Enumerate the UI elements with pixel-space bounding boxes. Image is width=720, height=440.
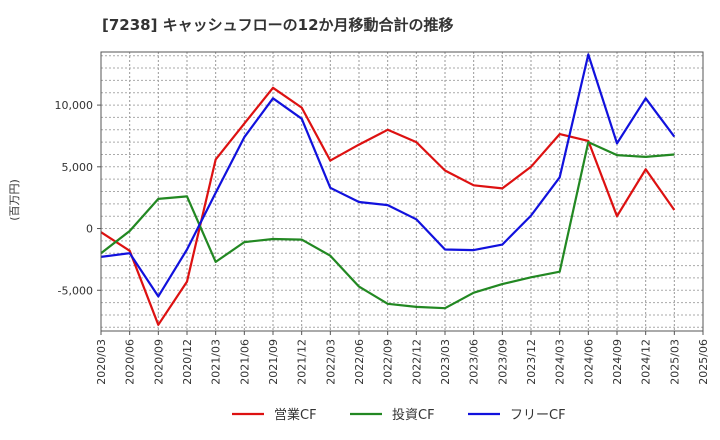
series-line	[100, 53, 676, 298]
series-line	[100, 141, 675, 310]
legend-label: 投資CF	[392, 407, 435, 423]
x-tick-label: 2025/06	[697, 339, 710, 385]
x-tick-label: 2022/03	[324, 339, 337, 385]
series-line	[100, 86, 676, 326]
x-tick-label: 2024/03	[554, 339, 567, 385]
y-tick-label: 10,000	[55, 99, 94, 112]
x-tick-label: 2023/12	[525, 339, 538, 385]
x-tick-label: 2021/06	[238, 339, 251, 385]
y-axis-ticks: 10,000 5,000 0 -5,000	[55, 99, 101, 297]
x-tick-label: 2022/09	[382, 339, 395, 385]
x-tick-label: 2023/03	[439, 339, 452, 385]
x-tick-label: 2024/06	[582, 339, 595, 385]
x-tick-label: 2020/06	[124, 339, 137, 385]
chart-title: [7238] キャッシュフローの12か月移動合計の推移	[102, 16, 454, 34]
y-tick-label: 5,000	[62, 161, 94, 174]
x-tick-label: 2021/09	[267, 339, 280, 385]
x-tick-label: 2022/12	[410, 339, 423, 385]
legend: 営業CF 投資CF フリーCF	[232, 407, 566, 423]
x-tick-label: 2020/12	[181, 339, 194, 385]
x-tick-label: 2025/03	[668, 339, 681, 385]
x-tick-label: 2023/09	[496, 339, 509, 385]
legend-label: フリーCF	[510, 408, 566, 423]
grid-lines	[100, 52, 704, 331]
y-axis-label: (百万円)	[8, 179, 21, 221]
x-tick-label: 2021/12	[296, 339, 309, 385]
plot-frame	[100, 51, 704, 332]
series-lines	[100, 53, 676, 326]
x-tick-label: 2020/09	[152, 339, 165, 385]
x-tick-label: 2024/09	[611, 339, 624, 385]
x-tick-label: 2023/06	[468, 339, 481, 385]
legend-label: 営業CF	[274, 407, 317, 423]
x-axis-ticks: 2020/03 2020/06 2020/09 2020/12 2021/03 2021/…	[95, 331, 710, 385]
x-tick-label: 2024/12	[640, 339, 653, 385]
y-tick-label: -5,000	[58, 284, 93, 297]
x-tick-label: 2020/03	[95, 339, 108, 385]
x-tick-label: 2021/03	[210, 339, 223, 385]
y-tick-label: 0	[86, 223, 93, 236]
x-tick-label: 2022/06	[353, 339, 366, 385]
